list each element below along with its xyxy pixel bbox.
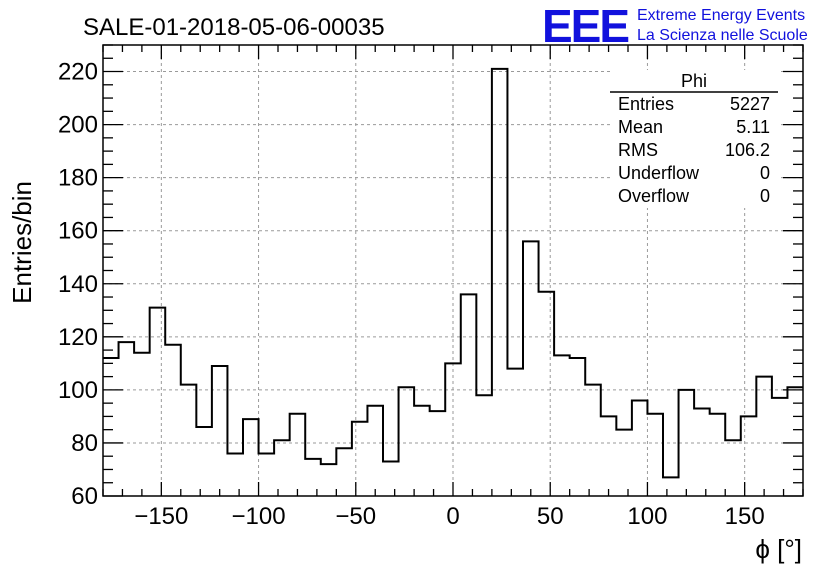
histogram-bin — [710, 414, 726, 496]
stats-row-label: Overflow — [618, 186, 690, 206]
x-tick-label: −50 — [335, 503, 376, 530]
stats-row-label: Entries — [618, 94, 674, 114]
stats-row-label: Underflow — [618, 163, 700, 183]
histogram-bin — [150, 308, 166, 496]
y-axis-title: Entries/bin — [7, 181, 37, 304]
histogram-bin — [476, 395, 492, 496]
histogram-bin — [632, 400, 648, 496]
histogram-bin — [336, 448, 352, 496]
histogram-bin — [554, 355, 570, 496]
stats-row-value: 5.11 — [736, 117, 770, 137]
y-tick-label: 200 — [58, 112, 98, 139]
histogram-bin — [523, 241, 539, 496]
histogram-bin — [243, 419, 259, 496]
histogram-bin — [616, 430, 632, 496]
stats-box-title: Phi — [681, 71, 707, 91]
histogram-bin — [305, 459, 321, 496]
histogram-bin — [103, 358, 119, 496]
grid-lines — [103, 45, 803, 497]
stats-row-value: 5227 — [730, 94, 770, 114]
histogram-bin — [196, 427, 212, 496]
histogram-bin — [367, 406, 383, 496]
x-tick-label: 150 — [725, 503, 765, 530]
stats-row-value: 0 — [760, 186, 770, 206]
x-axis-title: ϕ [°] — [755, 534, 802, 564]
stats-row-label: Mean — [618, 117, 663, 137]
histogram-bin — [663, 477, 679, 496]
y-tick-label: 120 — [58, 324, 98, 351]
y-tick-label: 180 — [58, 165, 98, 192]
logo-line-1: Extreme Energy Events — [637, 7, 805, 24]
histogram-bin — [585, 385, 601, 496]
histogram-bin — [647, 414, 663, 496]
y-tick-label: 220 — [58, 59, 98, 86]
histogram-bin — [399, 387, 415, 496]
histogram-bin — [539, 292, 555, 496]
histogram-bin — [430, 411, 446, 496]
histogram-bin — [492, 69, 508, 496]
stats-row-label: RMS — [618, 140, 658, 160]
histogram-bin — [290, 414, 306, 496]
histogram-outline — [103, 67, 803, 479]
histogram-bin — [601, 416, 617, 496]
y-tick-label: 60 — [71, 483, 98, 510]
y-tick-label: 160 — [58, 218, 98, 245]
stats-row-value: 106.2 — [725, 140, 770, 160]
x-tick-labels: −150 −100 −50 0 50 100 150 — [134, 503, 764, 530]
eee-logo-letters: EEE — [542, 0, 628, 52]
histogram-bin — [274, 440, 290, 496]
histogram-bin — [321, 464, 337, 496]
x-tick-label: −150 — [134, 503, 188, 530]
stats-box-rows: Entries 5227 Mean 5.11 RMS 106.2 Underflow 0 Ove… — [618, 94, 770, 206]
stats-row-value: 0 — [760, 163, 770, 183]
stats-box-background — [610, 70, 778, 208]
histogram-bin — [383, 462, 399, 496]
y-tick-label: 140 — [58, 271, 98, 298]
histogram-bin — [570, 358, 586, 496]
histogram-bin — [741, 416, 757, 496]
histogram-bin — [507, 369, 523, 496]
x-tick-label: 50 — [537, 503, 564, 530]
histogram-bin — [772, 398, 788, 496]
stats-box: Phi Entries 5227 Mean 5.11 RMS 106.2 Underflow… — [610, 70, 778, 208]
histogram-bin — [461, 294, 477, 496]
histogram-bin — [181, 385, 197, 496]
histogram-bin — [725, 440, 741, 496]
run-title: SALE-01-2018-05-06-00035 — [83, 14, 385, 41]
histogram-bin — [259, 454, 275, 496]
x-tick-label: −100 — [232, 503, 286, 530]
histogram-bin — [165, 345, 181, 496]
histogram-bin — [694, 408, 710, 496]
histogram-bin — [414, 406, 430, 496]
histogram-bin — [756, 377, 772, 496]
histogram-bin — [134, 353, 150, 496]
axis-ticks — [102, 44, 804, 497]
x-tick-label: 100 — [627, 503, 667, 530]
histogram-bin — [352, 422, 368, 496]
histogram-bin — [119, 342, 135, 496]
y-tick-label: 80 — [71, 430, 98, 457]
histogram-bin — [227, 454, 243, 496]
logo-line-2: La Scienza nelle Scuole — [637, 27, 808, 44]
x-tick-label: 0 — [446, 503, 459, 530]
histogram-bin — [212, 366, 228, 496]
y-tick-labels: 60 80 100 120 140 160 180 200 220 — [58, 59, 98, 510]
y-tick-label: 100 — [58, 377, 98, 404]
